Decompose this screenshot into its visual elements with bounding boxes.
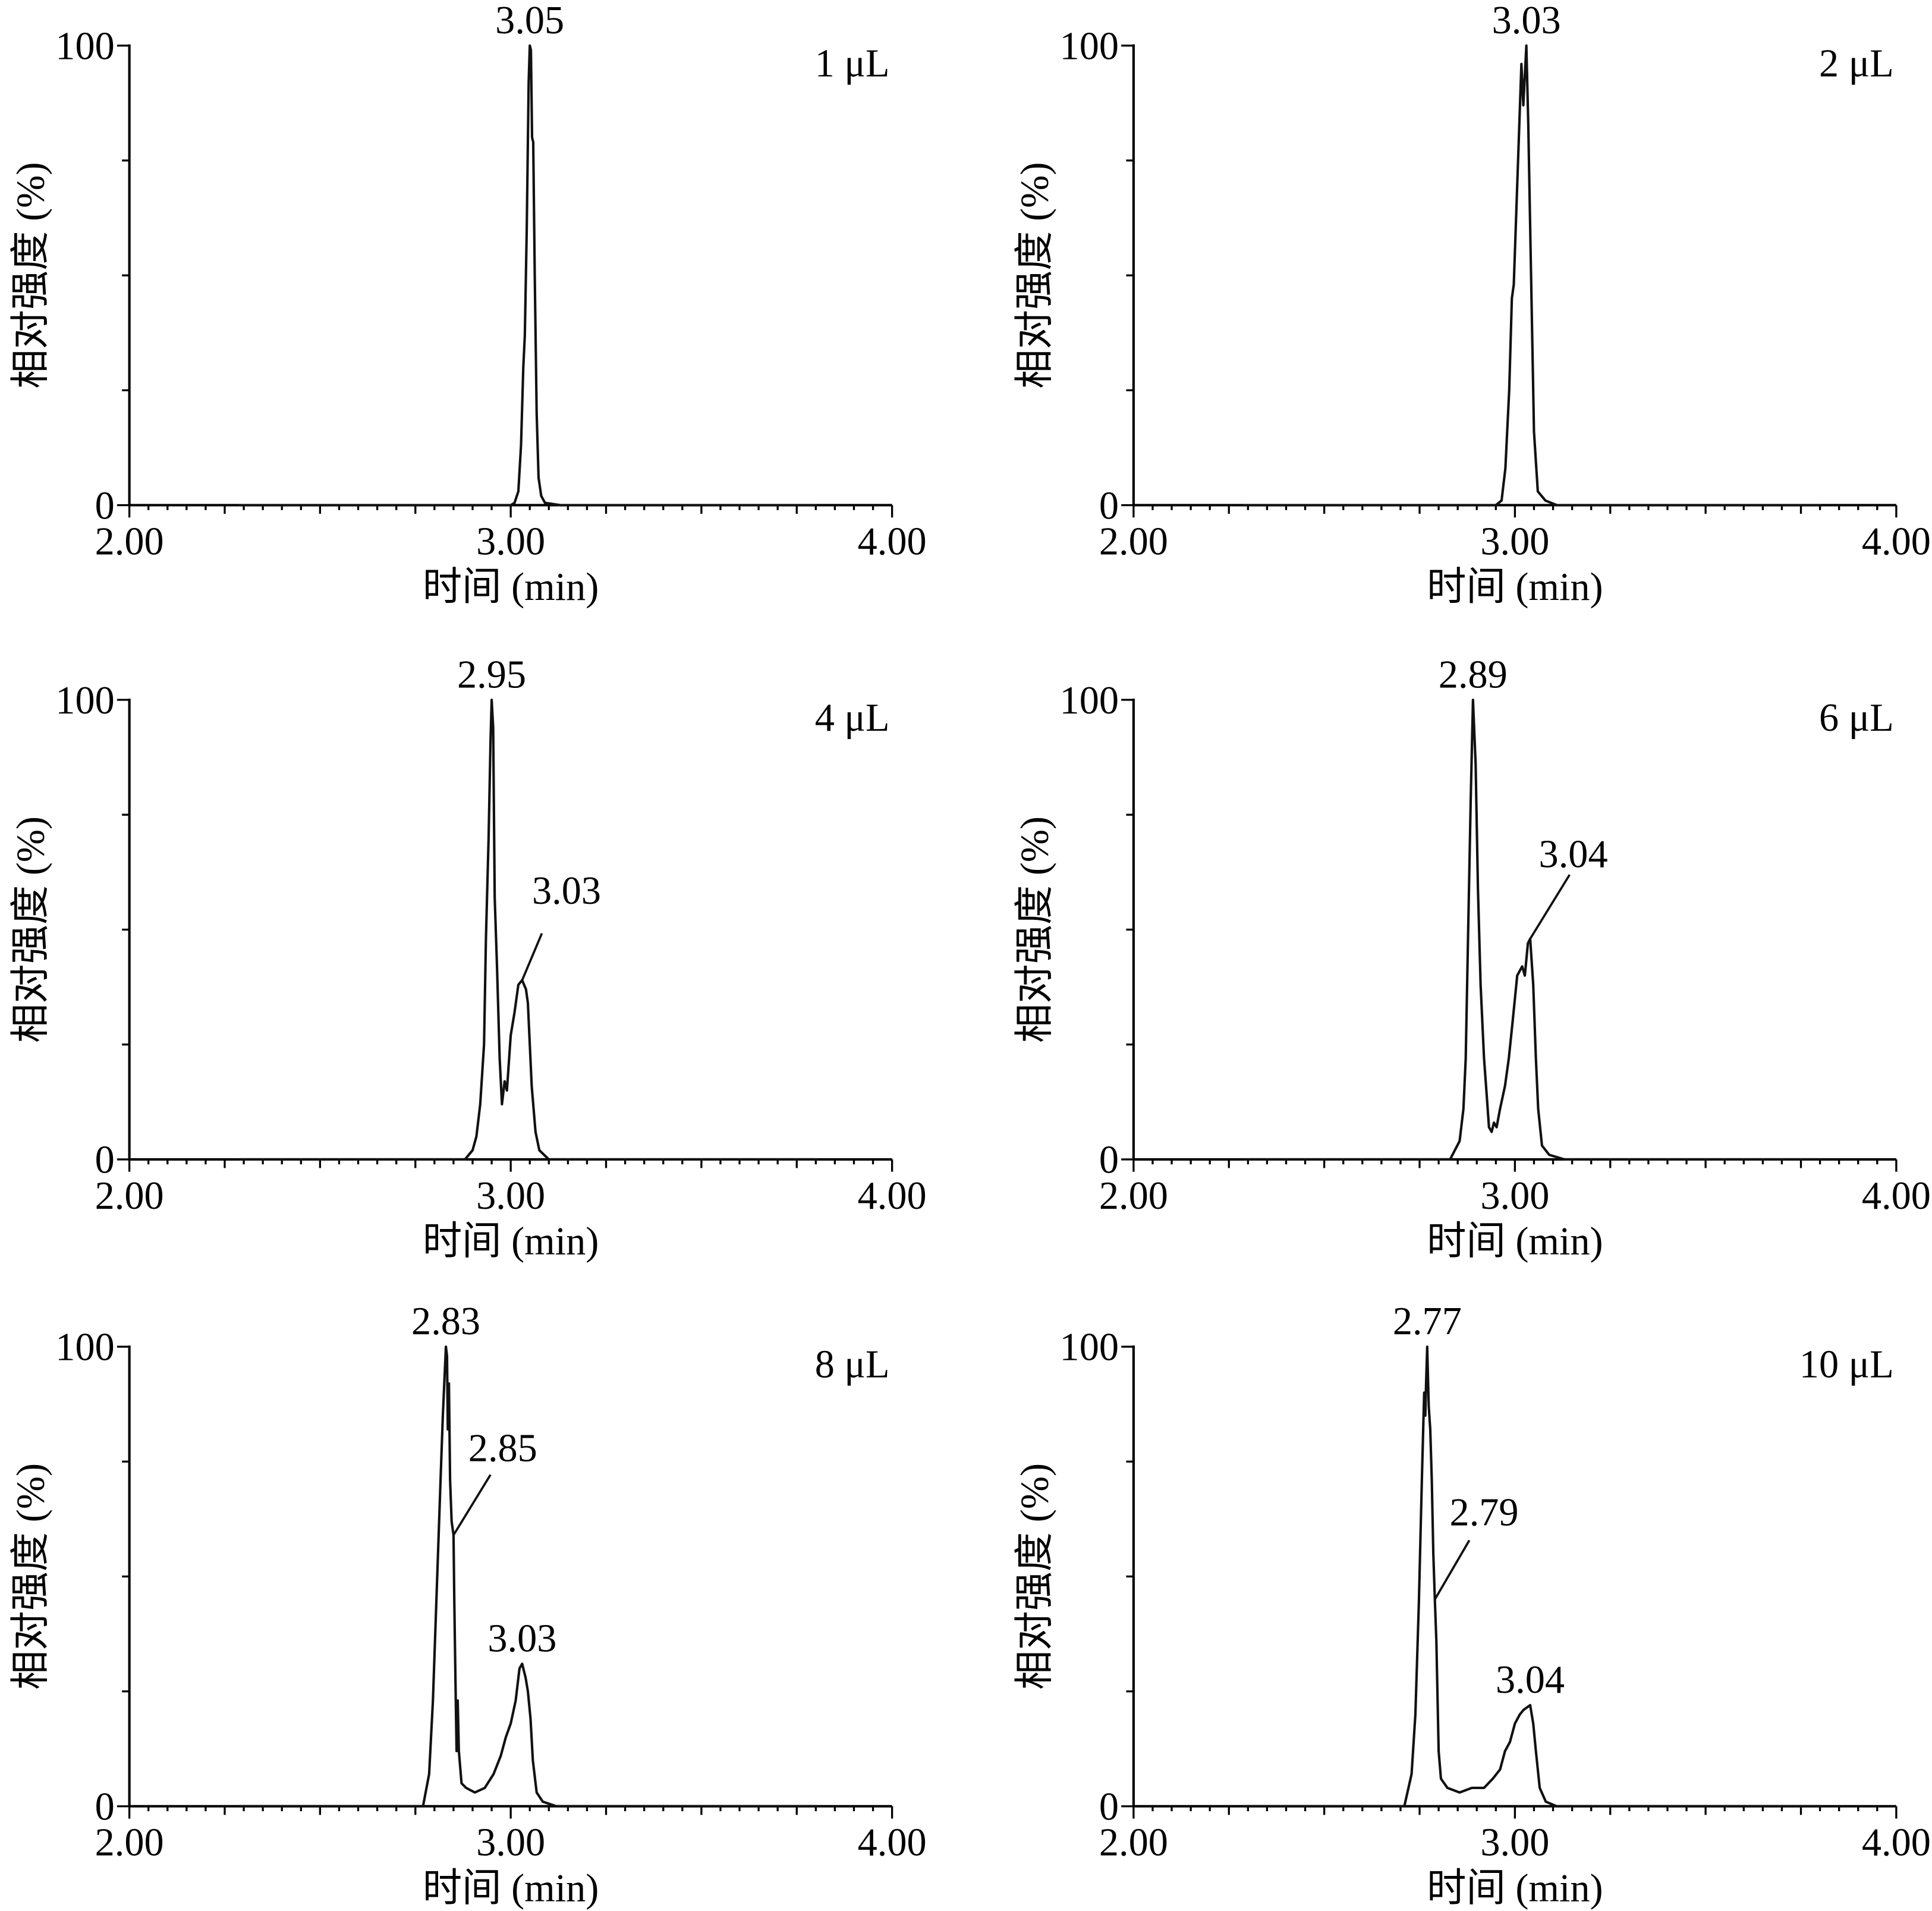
x-tick-label: 4.00 <box>1862 520 1931 564</box>
x-tick-label: 2.00 <box>95 520 164 564</box>
x-axis-title: 时间 (min) <box>1427 565 1603 609</box>
panel-label: 6 μL <box>1819 696 1894 740</box>
y-tick-label: 0 <box>95 1139 115 1182</box>
y-axis-title: 相对强度 (%) <box>9 1463 52 1690</box>
chromatogram-trace <box>1242 1345 1821 1808</box>
panel-label: 10 μL <box>1799 1343 1894 1387</box>
x-tick-label: 3.00 <box>476 1821 545 1865</box>
y-tick-label: 0 <box>95 1786 115 1829</box>
x-tick-label: 3.00 <box>1480 1821 1549 1865</box>
y-tick-label: 100 <box>1060 679 1119 722</box>
peak-label: 3.05 <box>495 0 564 42</box>
x-tick-label: 3.00 <box>476 1174 545 1218</box>
peak-label: 3.03 <box>532 869 601 913</box>
y-tick-label: 0 <box>1099 1786 1119 1829</box>
y-axis-title: 相对强度 (%) <box>9 162 52 389</box>
chart-panel-2: 2.00 3.00 4.00 0 100 时间 (min) 相对强度 (%) 2 μL 3.03 <box>1014 0 1931 609</box>
y-tick-label: 100 <box>1060 24 1119 68</box>
y-axis-title: 相对强度 (%) <box>1014 816 1057 1043</box>
chart-panel-4: 2.00 3.00 4.00 0 100 时间 (min) 相对强度 (%) 6 μL 2.89… <box>1014 653 1931 1263</box>
chromatogram-trace <box>1242 44 1821 507</box>
peak-label: 2.77 <box>1393 1300 1462 1343</box>
chromatogram-trace <box>238 44 817 507</box>
x-axis-title: 时间 (min) <box>423 1220 599 1263</box>
y-tick-label: 100 <box>1060 1326 1119 1369</box>
y-tick-label: 100 <box>55 24 114 68</box>
y-tick-label: 100 <box>55 1326 114 1369</box>
x-tick-label: 4.00 <box>1862 1821 1931 1865</box>
y-axis-title: 相对强度 (%) <box>1014 162 1057 389</box>
panel-label: 8 μL <box>815 1343 890 1387</box>
x-tick-label: 2.00 <box>1099 1821 1168 1865</box>
y-axis-title: 相对强度 (%) <box>1014 1463 1057 1690</box>
peak-label: 2.89 <box>1439 653 1508 696</box>
peak-label: 3.04 <box>1539 833 1608 876</box>
x-tick-label: 2.00 <box>95 1174 164 1218</box>
peak-label: 2.79 <box>1450 1491 1519 1535</box>
chromatogram-trace <box>1242 698 1821 1161</box>
chromatogram-trace <box>238 1345 817 1808</box>
peak-label: 3.03 <box>487 1617 556 1661</box>
y-axis-title: 相对强度 (%) <box>9 816 52 1043</box>
x-tick-label: 4.00 <box>858 1821 927 1865</box>
y-tick-label: 100 <box>55 679 114 722</box>
x-axis-title: 时间 (min) <box>1427 1220 1603 1263</box>
peak-label: 3.04 <box>1496 1658 1565 1702</box>
x-tick-label: 4.00 <box>858 1174 927 1218</box>
x-axis-title: 时间 (min) <box>1427 1866 1603 1910</box>
peak-label-leader <box>1434 1539 1471 1600</box>
x-tick-label: 2.00 <box>95 1821 164 1865</box>
chart-panel-6: 2.00 3.00 4.00 0 100 时间 (min) 相对强度 (%) 10 μL 2.7… <box>1014 1300 1931 1910</box>
peak-label-leader <box>452 1474 492 1536</box>
x-axis-title: 时间 (min) <box>423 565 599 609</box>
chart-panel-5: 2.00 3.00 4.00 0 100 时间 (min) 相对强度 (%) 8 μL 2.83… <box>9 1300 926 1910</box>
peak-label: 2.85 <box>468 1427 537 1470</box>
peak-label-leader <box>521 933 543 981</box>
peak-label: 2.83 <box>411 1300 480 1343</box>
chart-panel-3: 2.00 3.00 4.00 0 100 时间 (min) 相对强度 (%) 4 μL 2.95… <box>9 653 926 1263</box>
x-tick-label: 3.00 <box>1480 1174 1549 1218</box>
x-tick-label: 2.00 <box>1099 1174 1168 1218</box>
panel-label: 4 μL <box>815 696 890 740</box>
x-axis-title: 时间 (min) <box>423 1866 599 1910</box>
x-tick-label: 3.00 <box>1480 520 1549 564</box>
x-tick-label: 4.00 <box>858 520 927 564</box>
peak-label: 3.03 <box>1492 0 1561 42</box>
x-tick-label: 2.00 <box>1099 520 1168 564</box>
panel-label: 2 μL <box>1819 42 1894 85</box>
x-tick-label: 4.00 <box>1862 1174 1931 1218</box>
x-tick-label: 3.00 <box>476 520 545 564</box>
y-tick-label: 0 <box>1099 1139 1119 1182</box>
chromatogram-trace <box>238 698 817 1161</box>
chart-panel-1: 2.00 3.00 4.00 0 100 时间 (min) 相对强度 (%) 1 μL 3.05 <box>9 0 926 609</box>
peak-label: 2.95 <box>457 653 526 696</box>
y-tick-label: 0 <box>1099 484 1119 527</box>
peak-label-leader <box>1529 874 1571 939</box>
panel-label: 1 μL <box>815 42 890 85</box>
y-tick-label: 0 <box>95 484 115 527</box>
